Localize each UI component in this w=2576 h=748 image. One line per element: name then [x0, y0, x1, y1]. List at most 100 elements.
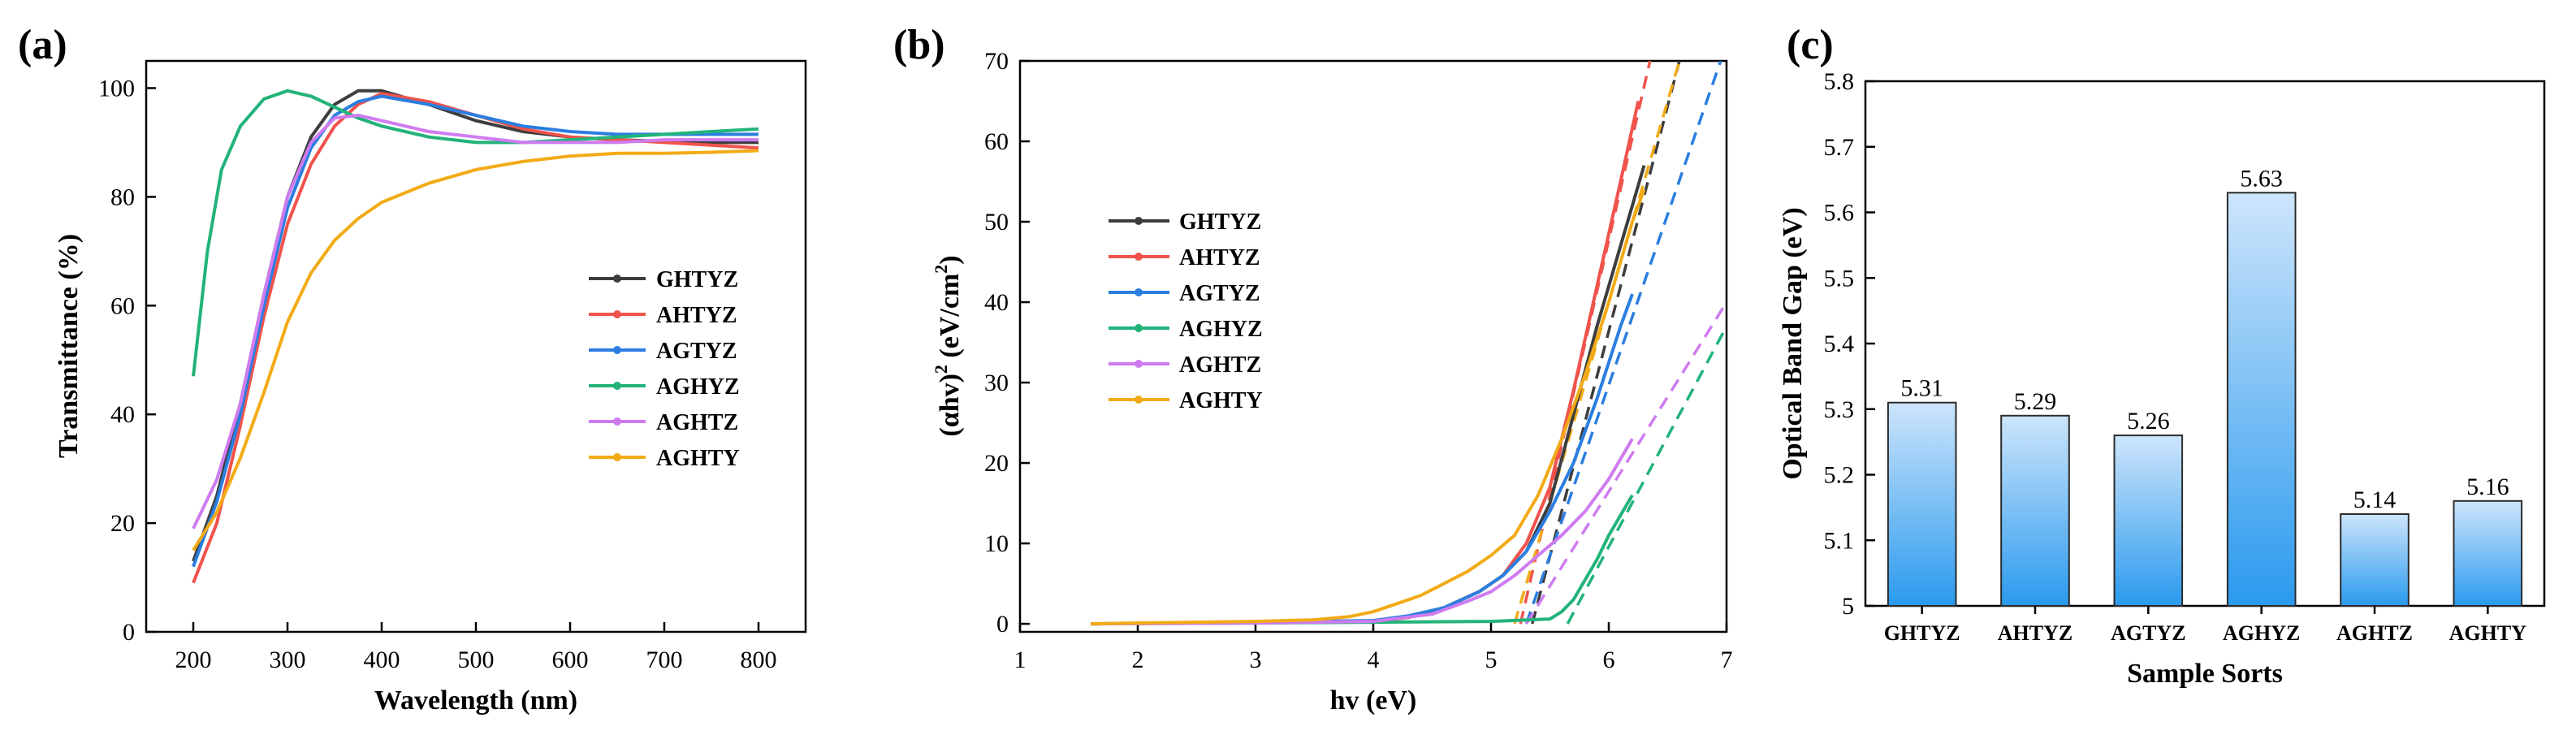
panel-b-series-ahtyz [1090, 101, 1640, 626]
panel-b-y-tick-label: 50 [984, 209, 1009, 236]
panel-a-legend-marker-ahtyz [613, 310, 621, 318]
panel-c-bar-value-agtyz: 5.26 [2127, 408, 2170, 435]
panel-a-series-aghty [192, 149, 759, 551]
panel-a-legend-label-aghty: AGHTY [656, 446, 740, 471]
panel-c-plot-frame [1864, 80, 2546, 607]
panel-a-x-tick-label: 200 [175, 646, 212, 673]
panel-a-legend-label-aghyz: AGHYZ [656, 374, 740, 400]
panel-c-bar-value-aghty: 5.16 [2466, 473, 2509, 500]
panel-c-label: (c) [1787, 22, 1834, 68]
panel-c-category-label-aghyz: AGHYZ [2223, 621, 2300, 645]
panel-a-legend-marker-ghtyz [613, 275, 621, 283]
panel-b-series-aghtz [1090, 438, 1634, 626]
panel-a-legend-label-ahtyz: AHTYZ [656, 303, 737, 328]
panel-a-y-tick-label: 20 [110, 510, 135, 537]
panel-b-legend-marker-aghtz [1135, 360, 1143, 368]
panel-a-legend-label-ghtyz: GHTYZ [656, 267, 738, 292]
panel-c-y-tick-label: 5.4 [1824, 331, 1855, 357]
panel-a-x-tick-label: 800 [741, 646, 777, 673]
panel-b-x-tick-label: 5 [1485, 646, 1498, 673]
panel-c-category-label-agtyz: AGTYZ [2111, 621, 2185, 645]
panel-a-series-aghtz [192, 114, 759, 530]
panel-c-y-tick-label: 5.2 [1824, 462, 1855, 489]
panel-a-y-tick-label: 60 [110, 292, 135, 319]
panel-a-y-axis-title: Transmittance (%) [54, 234, 84, 458]
panel-c-y-tick-label: 5.3 [1824, 396, 1855, 423]
panel-c-category-label-aghty: AGHTY [2449, 621, 2527, 645]
panel-c-bar-value-aghtz: 5.14 [2353, 486, 2397, 513]
panel-a-legend-marker-aghtz [613, 417, 621, 426]
panel-c-y-tick-label: 5.7 [1824, 134, 1855, 161]
panel-b-series-agtyz [1090, 293, 1634, 626]
panel-b-y-tick-label: 40 [984, 289, 1009, 316]
panel-b-legend-label-ahtyz: AHTYZ [1179, 245, 1260, 270]
panel-c-bar-aghty [2453, 499, 2523, 607]
panel-c-bar-agtyz [2113, 435, 2184, 607]
panel-b-legend-label-aghtz: AGHTZ [1179, 352, 1261, 378]
panel-c-y-tick-label: 5.6 [1824, 200, 1855, 227]
panel-b-y-tick-label: 70 [984, 48, 1009, 75]
panel-a-legend-label-agtyz: AGTYZ [656, 339, 737, 364]
panel-a-legend-marker-aghyz [613, 382, 621, 390]
panel-b-legend-marker-ghtyz [1135, 217, 1143, 225]
panel-b-legend-marker-aghyz [1135, 324, 1143, 332]
panel-b-fit-agtyz [1524, 61, 1722, 625]
panel-b-x-tick-label: 6 [1603, 646, 1615, 673]
panel-c-y-tick-label: 5 [1842, 593, 1854, 620]
panel-a-x-tick-label: 700 [646, 646, 683, 673]
panel-c-category-label-aghtz: AGHTZ [2336, 621, 2413, 645]
panel-b-legend-marker-aghty [1135, 396, 1143, 404]
panel-b-series-aghyz [1090, 494, 1634, 626]
panel-a-y-tick-label: 100 [98, 75, 135, 102]
panel-b-x-tick-label: 1 [1014, 646, 1027, 673]
panel-a-x-tick-label: 400 [364, 646, 400, 673]
panel-c-bar-value-ghtyz: 5.31 [1900, 375, 1943, 402]
panel-c-category-label-ghtyz: GHTYZ [1884, 621, 1960, 645]
panel-a-x-tick-label: 500 [458, 646, 495, 673]
panel-c-chart: 5 5.1 5.2 5.3 5.4 5.5 5.6 5.7 5.8 5.31 GHTYZ 5.29 A… [1778, 68, 2546, 689]
panel-b-y-tick-label: 0 [996, 611, 1009, 638]
panel-b-series-ghtyz [1090, 165, 1646, 626]
panel-c-category-label-ahtyz: AHTYZ [1998, 621, 2072, 645]
panel-a-x-tick-label: 300 [270, 646, 306, 673]
panel-a-legend-label-aghtz: AGHTZ [656, 410, 738, 435]
panel-a-y-tick-label: 0 [123, 619, 135, 646]
panel-c-y-tick-label: 5.8 [1824, 68, 1855, 95]
panel-c-y-axis-title: Optical Band Gap (eV) [1778, 207, 1808, 479]
panel-b-y-axis-title: (αhv)2 (eV/cm2) [931, 255, 965, 436]
panel-b-legend-label-aghty: AGHTY [1179, 388, 1263, 413]
panel-b-legend-label-ghtyz: GHTYZ [1179, 210, 1261, 235]
panel-b-y-tick-label: 60 [984, 128, 1009, 155]
panel-b-fit-ahtyz [1519, 61, 1652, 625]
panel-c-bar-ahtyz [2000, 414, 2070, 607]
panel-a-chart: 200 300 400 500 600 700 800 0 20 40 60 80 100 GHTYZ A… [54, 59, 807, 716]
panel-b-fit-ghtyz [1531, 61, 1681, 625]
panel-b-fit-aghty [1513, 61, 1681, 625]
panel-a-x-axis-title: Wavelength (nm) [374, 685, 577, 716]
panel-b-y-tick-label: 30 [984, 370, 1009, 396]
panel-b-x-tick-label: 2 [1132, 646, 1144, 673]
panel-a-label: (a) [18, 22, 67, 68]
panel-a-legend-marker-agtyz [613, 346, 621, 354]
panel-b-x-axis-title: hv (eV) [1330, 685, 1417, 716]
panel-c-bar-aghyz [2226, 192, 2297, 607]
panel-b-y-tick-label: 20 [984, 450, 1009, 477]
panel-c-bar-ghtyz [1887, 401, 1957, 607]
panel-b-x-tick-label: 3 [1250, 646, 1262, 673]
panel-b-x-tick-label: 4 [1368, 646, 1380, 673]
panel-b-legend-label-agtyz: AGTYZ [1179, 281, 1260, 306]
panel-c-bar-value-aghyz: 5.63 [2240, 165, 2283, 192]
panel-b-plot-frame [1018, 59, 1728, 633]
panel-b-legend-marker-ahtyz [1135, 253, 1143, 261]
panel-a-series-agtyz [192, 94, 759, 568]
panel-b-label: (b) [893, 22, 945, 68]
panel-a-x-tick-label: 600 [552, 646, 589, 673]
panel-a-legend-marker-aghty [613, 453, 621, 461]
panel-b-legend-label-aghyz: AGHYZ [1179, 317, 1263, 342]
panel-c-bar-aghtz [2340, 513, 2410, 607]
panel-c-y-tick-label: 5.5 [1824, 265, 1855, 292]
panel-b-x-tick-label: 7 [1721, 646, 1733, 673]
panel-c-bar-value-ahtyz: 5.29 [2014, 388, 2057, 415]
